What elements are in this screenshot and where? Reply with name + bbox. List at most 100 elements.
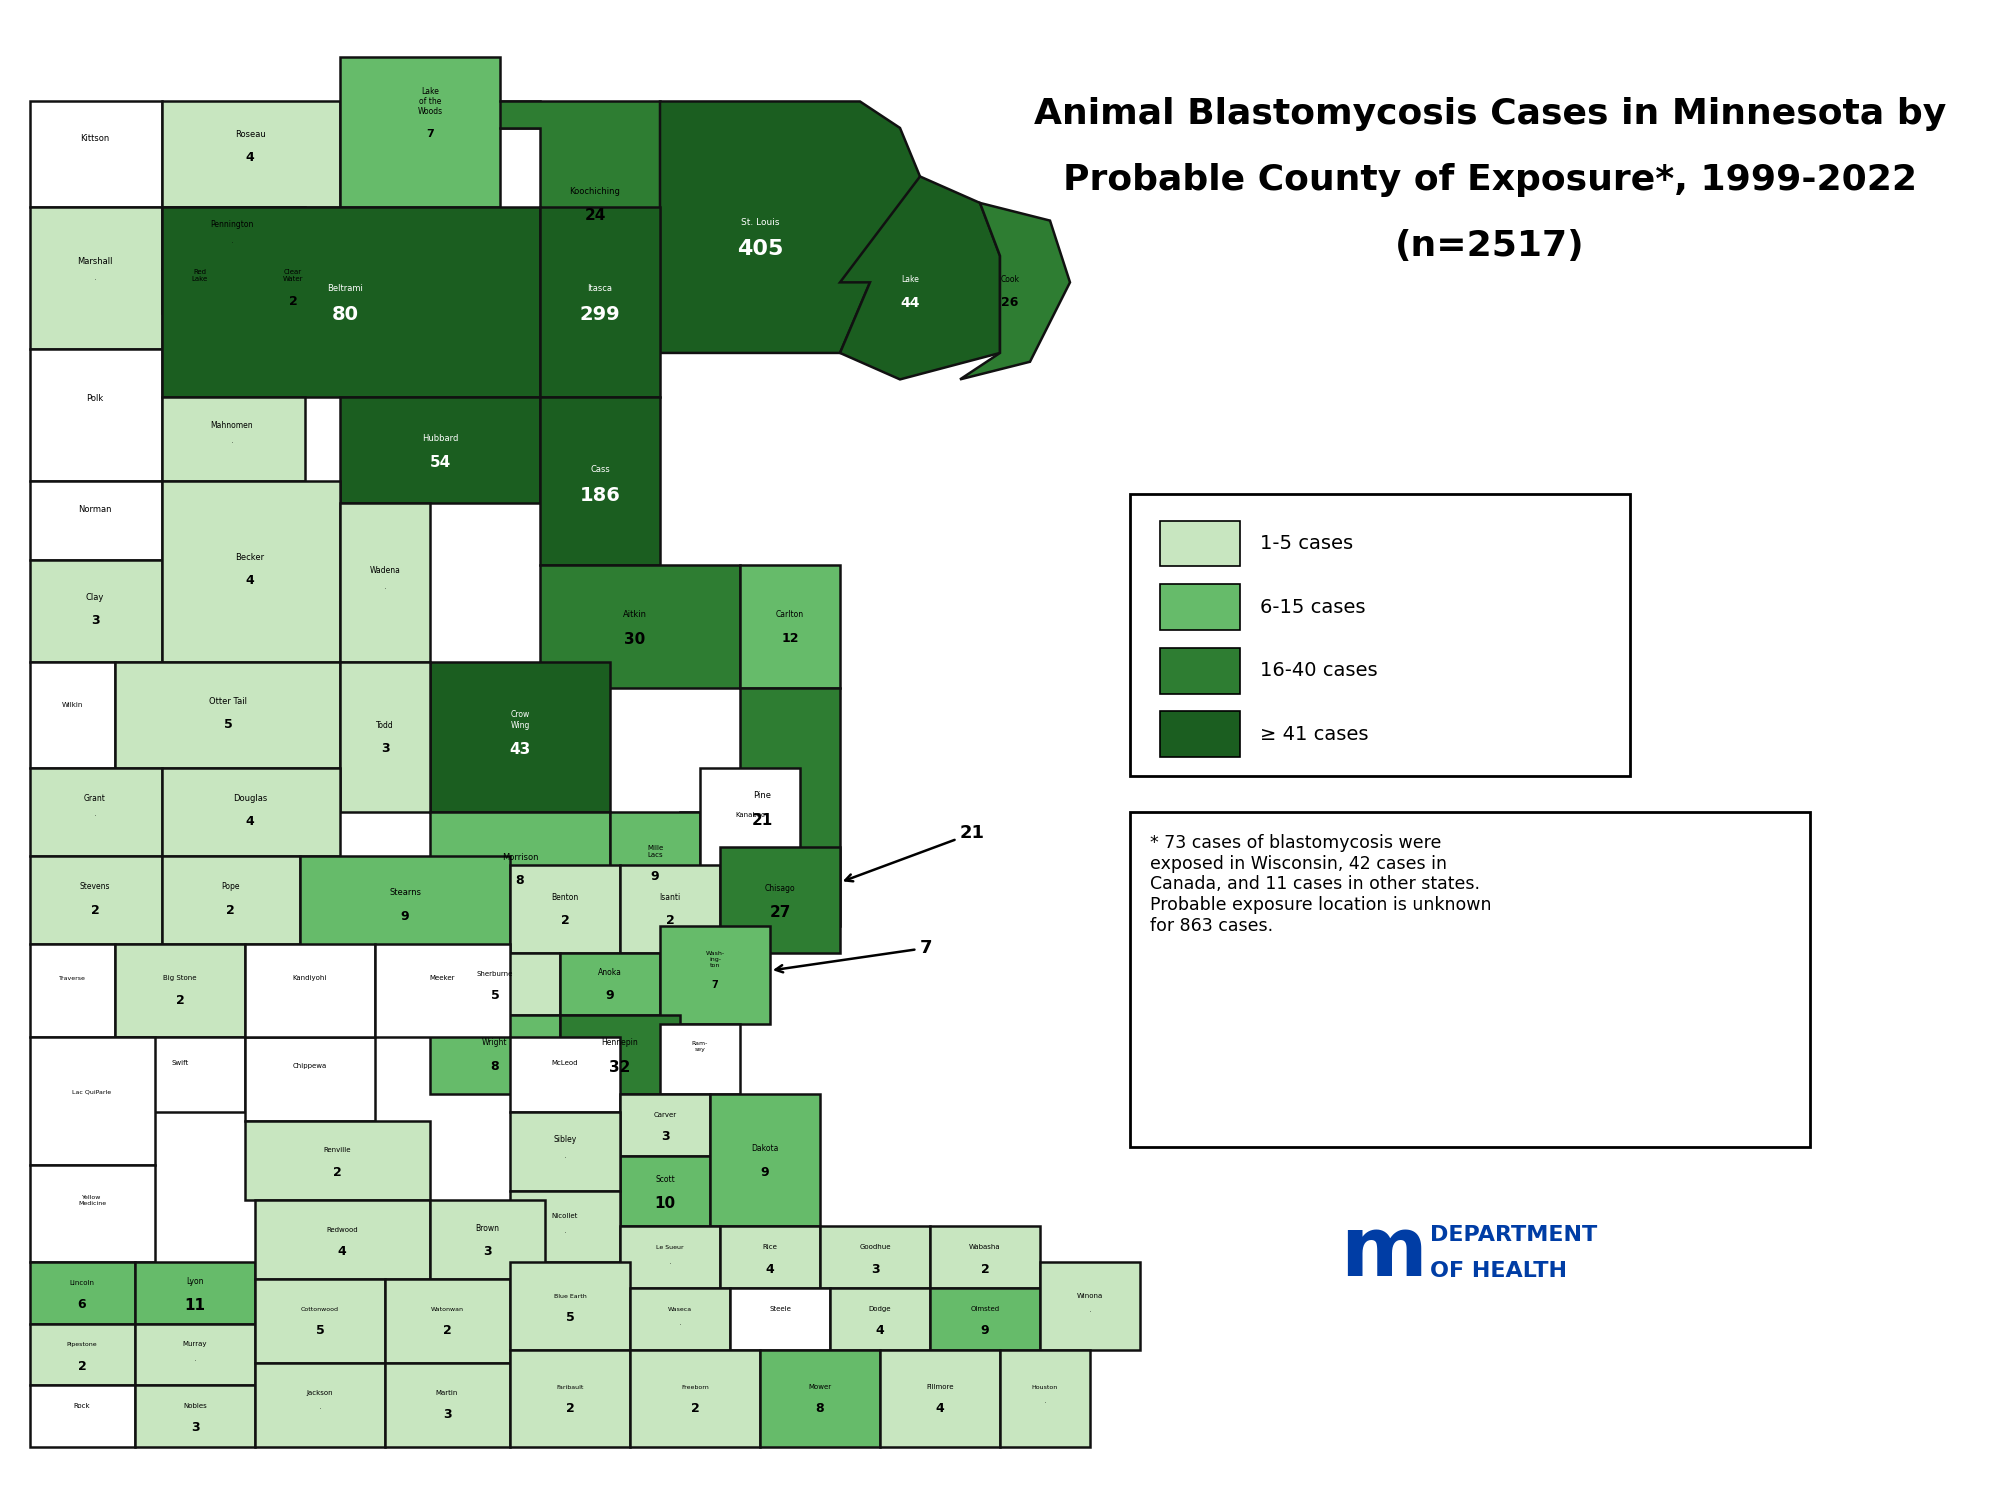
Text: 4: 4 (766, 1263, 774, 1275)
Text: Lyon: Lyon (186, 1276, 204, 1286)
Polygon shape (162, 856, 300, 944)
Polygon shape (430, 1200, 544, 1280)
Text: Polk: Polk (86, 394, 104, 404)
Polygon shape (620, 864, 720, 952)
Polygon shape (610, 812, 700, 918)
Text: 32: 32 (610, 1059, 630, 1074)
Polygon shape (30, 482, 162, 561)
Polygon shape (620, 1094, 710, 1156)
FancyBboxPatch shape (1130, 812, 1810, 1148)
Text: Ram-
sey: Ram- sey (692, 1041, 708, 1052)
Text: Nobles: Nobles (184, 1402, 206, 1408)
Polygon shape (136, 1323, 256, 1386)
Text: Faribault: Faribault (556, 1384, 584, 1389)
Text: 27: 27 (770, 906, 790, 921)
Text: Sherburne: Sherburne (476, 970, 514, 976)
Text: (n=2517): (n=2517) (1396, 230, 1584, 264)
Text: 2: 2 (560, 914, 570, 927)
Polygon shape (162, 398, 304, 482)
Text: 2: 2 (332, 1166, 342, 1179)
Polygon shape (30, 662, 116, 768)
Polygon shape (710, 1094, 820, 1227)
Text: Lake
of the
Woods: Lake of the Woods (418, 87, 442, 117)
Text: Cook: Cook (1000, 274, 1020, 284)
Text: 26: 26 (1002, 297, 1018, 309)
Text: Dodge: Dodge (868, 1306, 892, 1312)
Polygon shape (510, 1262, 630, 1350)
Text: Rock: Rock (74, 1402, 90, 1408)
Polygon shape (1040, 1262, 1140, 1350)
Polygon shape (256, 1364, 384, 1448)
Text: Cass: Cass (590, 465, 610, 474)
Polygon shape (30, 207, 162, 348)
Text: 24: 24 (584, 209, 606, 224)
Polygon shape (720, 1227, 820, 1288)
Polygon shape (930, 1288, 1040, 1350)
Text: Waseca: Waseca (668, 1306, 692, 1312)
Text: Roseau: Roseau (234, 129, 266, 138)
Text: 8: 8 (490, 1059, 500, 1072)
Text: 9: 9 (400, 909, 410, 922)
Polygon shape (244, 944, 376, 1036)
Text: Probable County of Exposure*, 1999-2022: Probable County of Exposure*, 1999-2022 (1064, 164, 1916, 196)
Text: 3: 3 (380, 742, 390, 754)
Text: Clear
Water: Clear Water (282, 270, 304, 282)
Text: 2: 2 (226, 903, 234, 916)
Text: 2: 2 (78, 1359, 86, 1372)
Text: 6-15 cases: 6-15 cases (1260, 597, 1366, 616)
Text: Aitkin: Aitkin (624, 610, 648, 620)
Polygon shape (136, 1262, 256, 1323)
Polygon shape (300, 856, 510, 952)
Text: 16-40 cases: 16-40 cases (1260, 662, 1378, 680)
Polygon shape (430, 952, 560, 1014)
Text: Crow
Wing: Crow Wing (510, 711, 530, 729)
Polygon shape (384, 1280, 510, 1364)
Text: 5: 5 (490, 988, 500, 1002)
Text: 5: 5 (224, 718, 232, 730)
Text: 2: 2 (176, 993, 184, 1006)
Text: 43: 43 (510, 742, 530, 758)
Text: 2: 2 (566, 1402, 574, 1414)
Text: Steele: Steele (770, 1306, 790, 1312)
Polygon shape (740, 564, 840, 688)
Text: 4: 4 (936, 1402, 944, 1414)
Text: Grant: Grant (84, 794, 106, 802)
Text: Hubbard: Hubbard (422, 433, 458, 442)
Text: Benton: Benton (552, 892, 578, 902)
Text: Wilkin: Wilkin (62, 702, 82, 708)
Text: Watonwan: Watonwan (430, 1306, 464, 1312)
Polygon shape (30, 102, 162, 207)
Text: 9: 9 (980, 1324, 990, 1338)
Polygon shape (256, 1200, 430, 1280)
Polygon shape (510, 1112, 620, 1191)
Text: Isanti: Isanti (660, 892, 680, 902)
Text: Chisago: Chisago (764, 884, 796, 892)
Polygon shape (244, 1120, 430, 1200)
Text: 299: 299 (580, 306, 620, 324)
Text: St. Louis: St. Louis (740, 217, 780, 226)
Polygon shape (30, 768, 162, 856)
Text: Winona: Winona (1076, 1293, 1104, 1299)
Polygon shape (510, 1350, 630, 1448)
Polygon shape (30, 1036, 156, 1164)
Text: Norman: Norman (78, 504, 112, 513)
Polygon shape (116, 662, 340, 768)
Text: 2: 2 (90, 903, 100, 916)
Polygon shape (880, 1350, 1000, 1448)
Text: 5: 5 (316, 1324, 324, 1338)
Text: 2: 2 (980, 1263, 990, 1275)
Polygon shape (162, 482, 340, 662)
Polygon shape (430, 812, 610, 927)
Text: Sibley: Sibley (554, 1136, 576, 1144)
Polygon shape (510, 1036, 620, 1112)
Polygon shape (560, 952, 660, 1014)
Polygon shape (510, 864, 620, 952)
Polygon shape (540, 564, 740, 688)
Text: Swift: Swift (172, 1060, 188, 1066)
Text: 4: 4 (246, 816, 254, 828)
Polygon shape (660, 102, 920, 352)
Polygon shape (340, 398, 540, 502)
Text: Big Stone: Big Stone (164, 975, 196, 981)
Polygon shape (430, 662, 610, 812)
Text: Clay: Clay (86, 592, 104, 602)
